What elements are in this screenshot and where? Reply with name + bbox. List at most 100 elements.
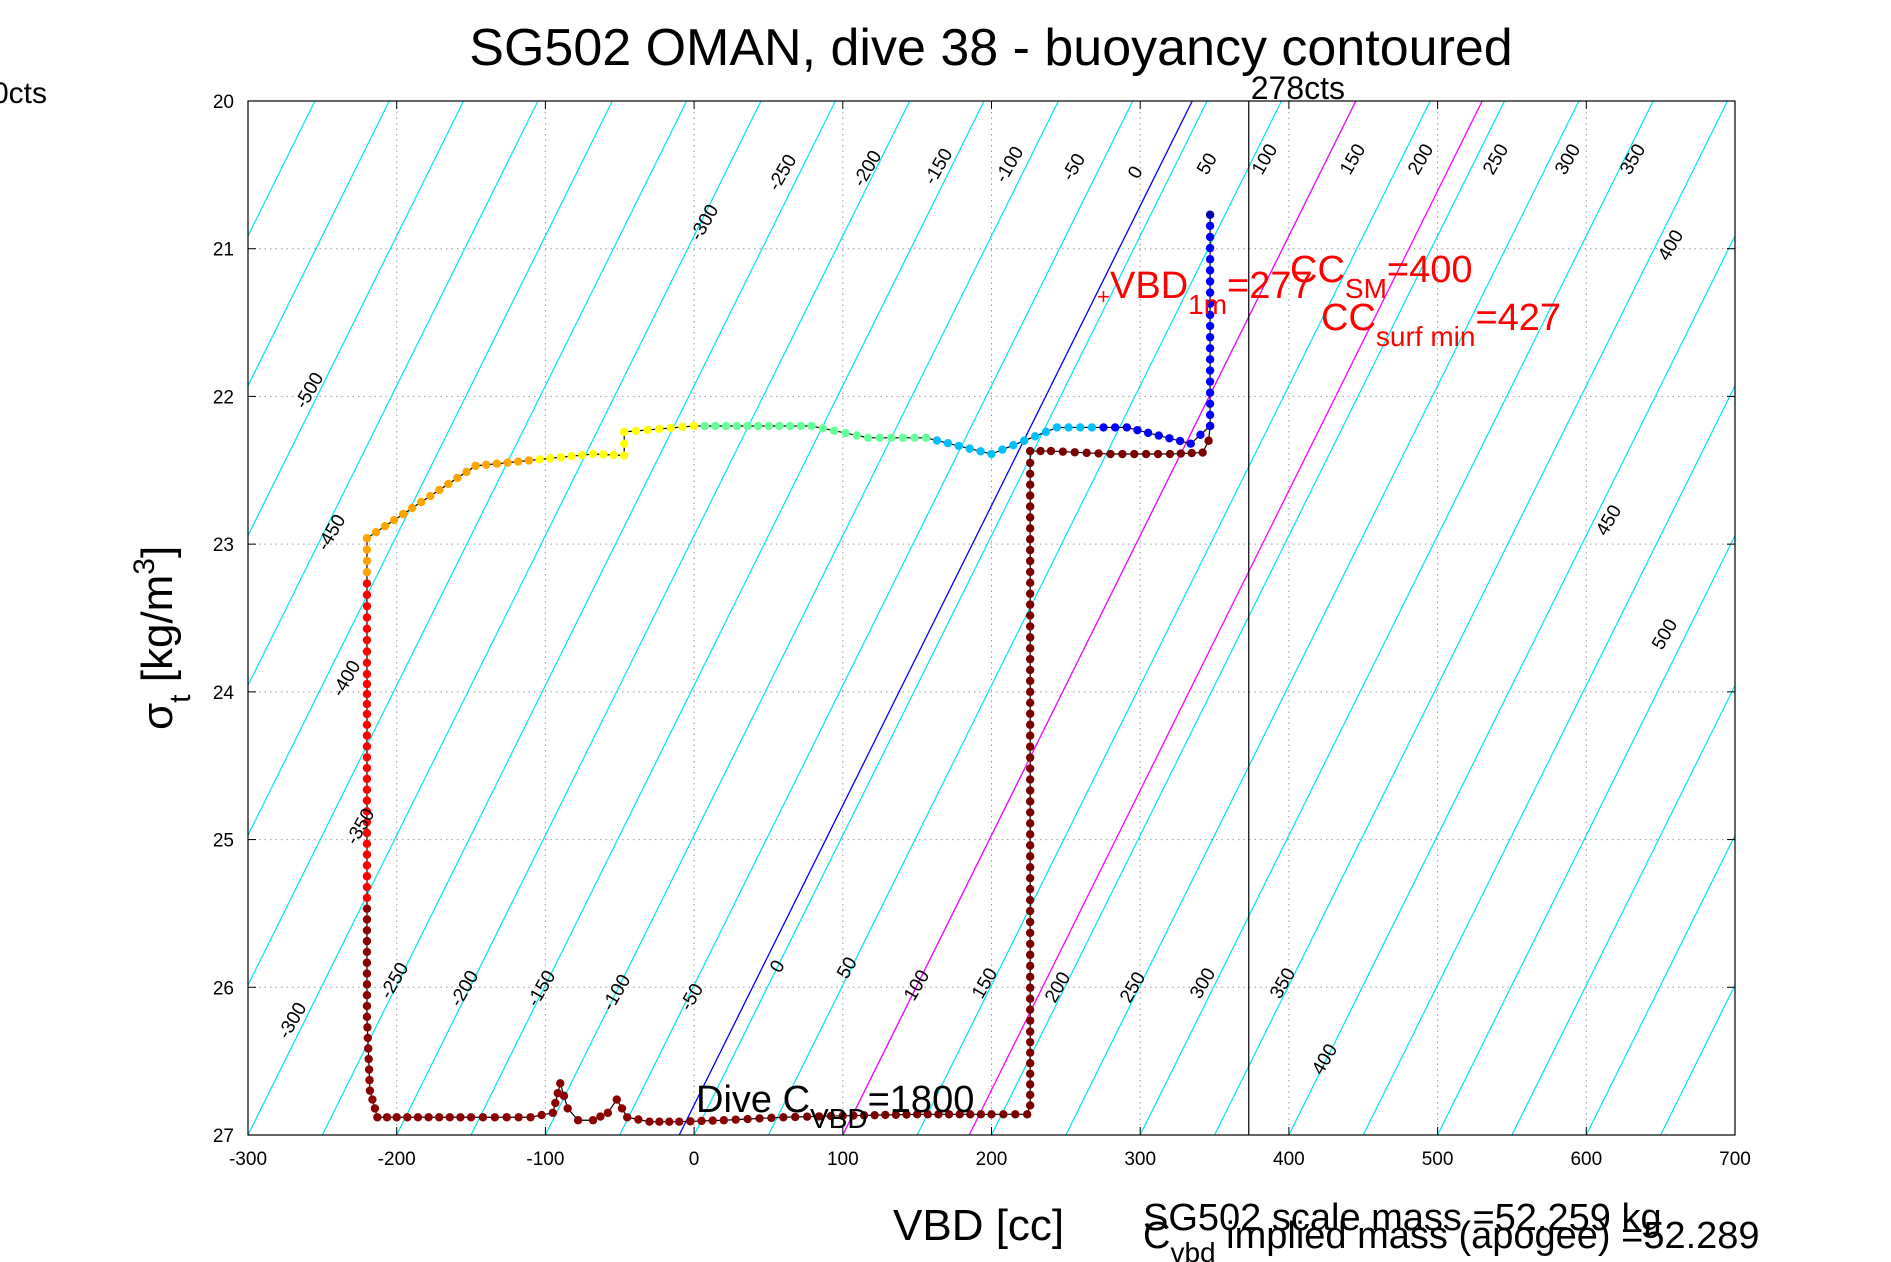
data-point [362, 647, 372, 656]
data-point [976, 447, 985, 456]
data-point [755, 1114, 764, 1123]
data-point [362, 689, 372, 699]
data-point [362, 568, 372, 577]
contour-line [693, 101, 1208, 1135]
contour-line [0, 101, 241, 1135]
data-point [382, 1113, 392, 1122]
data-point [1186, 439, 1195, 448]
data-point [732, 421, 741, 431]
data-point [1025, 676, 1035, 686]
data-point [362, 556, 372, 566]
data-point [620, 439, 629, 448]
data-point [364, 1044, 373, 1053]
data-point [675, 1117, 684, 1126]
data-point [1205, 344, 1215, 353]
y-tick-label: 23 [213, 535, 234, 556]
data-point [1052, 423, 1062, 432]
contour-label: -450 [313, 511, 350, 554]
data-point [445, 1113, 455, 1122]
data-point [1205, 421, 1215, 431]
data-point [708, 1116, 717, 1125]
data-point [609, 450, 619, 460]
data-point [719, 1116, 729, 1125]
buoyancy-contours [0, 101, 1735, 1135]
data-point [1025, 1069, 1035, 1079]
data-point [802, 1112, 812, 1121]
data-point [1025, 808, 1035, 817]
contour-label: 350 [1616, 141, 1650, 179]
data-point [1025, 1090, 1035, 1100]
svg-text:σt [kg/m3]: σt [kg/m3] [128, 546, 197, 730]
data-point [1025, 589, 1035, 598]
data-point [1205, 399, 1215, 409]
data-point [666, 423, 676, 433]
data-point [362, 861, 372, 870]
data-point [934, 1110, 943, 1119]
implied-mass-text: Cvbd implied mass (apogee) =52.289 [1143, 1215, 1760, 1262]
data-point [362, 936, 372, 946]
data-point [362, 709, 372, 719]
cc-surf-min-annotation: CCsurf min=427 [1321, 297, 1561, 352]
data-point [370, 1104, 380, 1113]
data-point [1205, 255, 1215, 264]
data-point [578, 450, 587, 460]
contour-label: -50 [1058, 150, 1090, 184]
contour-label: 0 [1124, 163, 1147, 183]
data-point [563, 1104, 572, 1113]
data-point [944, 1110, 954, 1119]
data-point [478, 1113, 488, 1122]
x-tick-label: 100 [827, 1149, 859, 1170]
contour-label: -350 [342, 805, 379, 848]
data-point [526, 1113, 535, 1122]
data-point [1025, 917, 1035, 927]
data-point [1025, 906, 1035, 916]
data-point [362, 817, 372, 827]
data-point [1176, 449, 1186, 458]
reference-line-magenta1 [842, 101, 1357, 1135]
contour-label: -500 [291, 369, 328, 412]
data-point [711, 421, 720, 431]
data-point [1025, 797, 1035, 806]
data-point [490, 1113, 500, 1122]
data-point [1025, 578, 1035, 588]
contour-line [1065, 101, 1580, 1135]
data-point [553, 1088, 562, 1098]
data-point [556, 1079, 565, 1088]
data-point [524, 456, 534, 465]
data-point [503, 458, 512, 467]
data-point [1025, 665, 1035, 675]
data-point [362, 731, 372, 740]
data-point [1153, 449, 1163, 459]
data-point [362, 613, 372, 622]
data-point [1025, 928, 1035, 938]
data-point [1130, 449, 1139, 459]
data-point [362, 785, 372, 794]
data-point [1025, 480, 1035, 489]
data-point [1205, 277, 1215, 286]
contour-label: 300 [1186, 965, 1220, 1003]
contour-label: -200 [446, 967, 483, 1010]
data-point [492, 459, 502, 468]
data-point [603, 1108, 613, 1118]
data-point [1025, 742, 1035, 751]
data-point [364, 1065, 374, 1074]
contour-line [248, 101, 465, 537]
data-point [796, 421, 806, 431]
data-point [1025, 764, 1035, 773]
data-point [643, 425, 652, 435]
data-point [434, 1113, 444, 1122]
data-point [368, 1095, 377, 1104]
data-point [407, 503, 417, 513]
data-point [1025, 644, 1035, 653]
data-point [631, 426, 641, 436]
data-point [1025, 491, 1035, 500]
data-point [1205, 299, 1215, 308]
data-point [362, 969, 372, 978]
contour-line [470, 101, 985, 1135]
data-point [634, 1115, 643, 1124]
contour-label: 450 [1592, 502, 1626, 540]
data-point [987, 1110, 996, 1119]
data-point [362, 753, 372, 762]
data-point [1196, 430, 1205, 440]
data-point [1025, 1016, 1035, 1025]
